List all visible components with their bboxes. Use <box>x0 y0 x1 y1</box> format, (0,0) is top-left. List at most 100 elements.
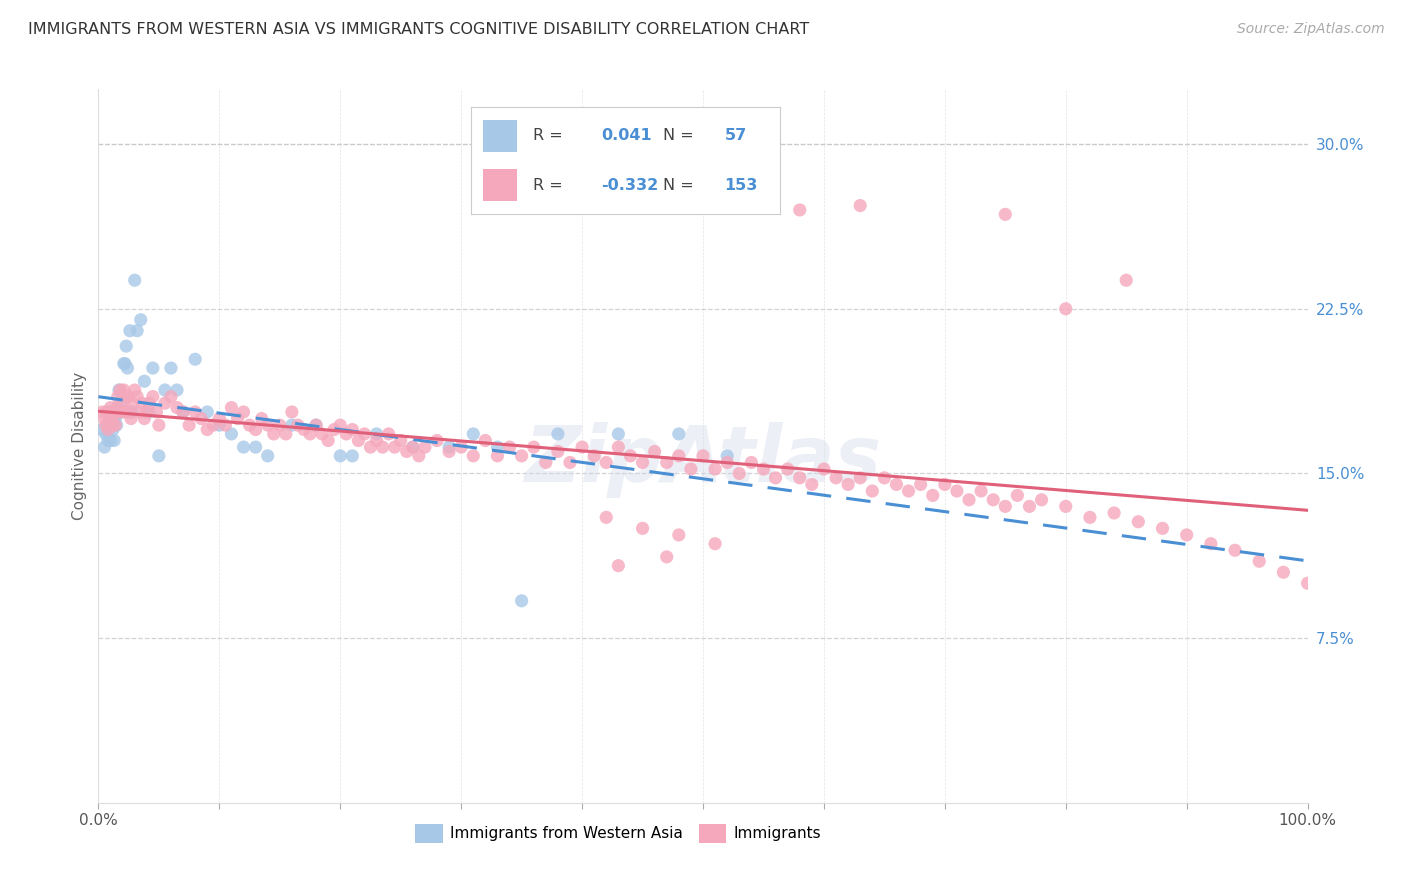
Legend: Immigrants from Western Asia, Immigrants: Immigrants from Western Asia, Immigrants <box>409 818 828 848</box>
Point <box>91 405 114 419</box>
Point <box>142 361 165 376</box>
Point <box>127 324 149 338</box>
Point <box>221 426 243 441</box>
Point <box>668 449 690 463</box>
Point <box>1152 521 1174 535</box>
Point <box>118 405 141 419</box>
Point <box>921 488 943 502</box>
Point <box>114 357 136 371</box>
Point <box>655 549 678 564</box>
Point <box>547 444 569 458</box>
Point <box>607 558 630 573</box>
Point <box>1018 500 1040 514</box>
Point <box>413 440 436 454</box>
Text: R =: R = <box>533 128 568 144</box>
Point <box>463 426 485 441</box>
Point <box>789 202 811 217</box>
Point <box>607 426 630 441</box>
Point <box>120 411 142 425</box>
Point <box>256 449 278 463</box>
Point <box>117 361 139 376</box>
Point <box>377 426 399 441</box>
Point <box>94 418 117 433</box>
Point <box>934 477 956 491</box>
Point <box>366 426 388 441</box>
Point <box>195 405 218 419</box>
Point <box>813 462 835 476</box>
Point <box>607 440 630 454</box>
Text: N =: N = <box>662 128 699 144</box>
Point <box>110 405 132 419</box>
Point <box>486 440 509 454</box>
Point <box>1031 492 1053 507</box>
Point <box>111 390 134 404</box>
Point <box>450 440 472 454</box>
Point <box>160 390 183 404</box>
Point <box>595 510 617 524</box>
Point <box>287 418 309 433</box>
Point <box>547 426 569 441</box>
Point <box>329 449 352 463</box>
Point <box>583 449 606 463</box>
Text: ZipAtlas: ZipAtlas <box>524 422 882 499</box>
Point <box>1007 488 1029 502</box>
Point <box>184 405 207 419</box>
Point <box>221 401 243 415</box>
Point <box>311 426 333 441</box>
Text: 57: 57 <box>724 128 747 144</box>
Point <box>765 471 787 485</box>
Point <box>245 440 267 454</box>
Y-axis label: Cognitive Disability: Cognitive Disability <box>72 372 87 520</box>
Point <box>776 462 799 476</box>
Point <box>134 411 156 425</box>
Point <box>437 444 460 458</box>
Point <box>342 449 364 463</box>
Point <box>523 440 546 454</box>
Point <box>437 440 460 454</box>
Point <box>274 426 297 441</box>
Point <box>256 418 278 433</box>
Point <box>226 411 249 425</box>
Point <box>384 440 406 454</box>
Point <box>110 405 132 419</box>
Point <box>474 434 496 448</box>
Point <box>239 418 262 433</box>
Point <box>96 405 118 419</box>
Point <box>631 521 654 535</box>
Point <box>323 423 346 437</box>
Point <box>184 352 207 367</box>
Point <box>108 396 131 410</box>
Point <box>347 434 370 448</box>
Point <box>402 440 425 454</box>
Point <box>100 434 122 448</box>
Point <box>619 449 641 463</box>
Point <box>981 492 1004 507</box>
Text: R =: R = <box>533 178 568 193</box>
Point <box>316 434 339 448</box>
Point <box>342 423 364 437</box>
Point <box>232 440 254 454</box>
Point <box>108 405 131 419</box>
Point <box>402 440 425 454</box>
Point <box>208 411 231 425</box>
Text: -0.332: -0.332 <box>600 178 658 193</box>
Point <box>98 418 121 433</box>
Point <box>172 405 194 419</box>
Point <box>269 418 291 433</box>
Point <box>145 405 167 419</box>
Point <box>245 423 267 437</box>
Point <box>115 390 138 404</box>
Point <box>1128 515 1150 529</box>
Point <box>395 444 418 458</box>
Point <box>148 418 170 433</box>
Text: 0.041: 0.041 <box>600 128 651 144</box>
Point <box>534 455 557 469</box>
Point <box>148 449 170 463</box>
Point <box>179 418 201 433</box>
Point <box>1296 576 1319 591</box>
Point <box>886 477 908 491</box>
Point <box>825 471 848 485</box>
Point <box>101 418 124 433</box>
Point <box>873 471 896 485</box>
Point <box>142 390 165 404</box>
